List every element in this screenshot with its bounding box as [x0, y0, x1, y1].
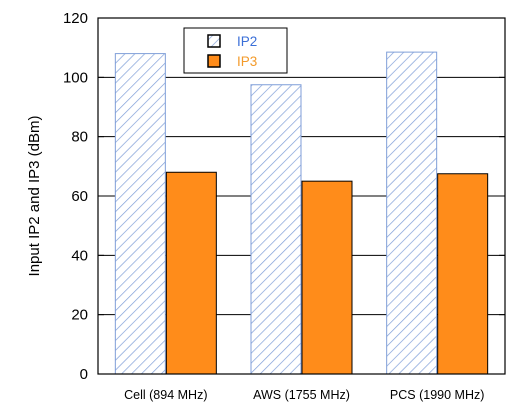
legend-label-ip3: IP3: [237, 54, 257, 69]
bar-ip2-2: [386, 51, 438, 375]
legend-swatch-ip2: [207, 34, 221, 48]
bar-ip3-2: [437, 173, 489, 375]
y-tick-label: 100: [63, 69, 88, 86]
x-axis-categories: Cell (894 MHz) AWS (1755 MHz) PCS (1990 MH…: [124, 388, 484, 402]
legend-swatch-ip3: [207, 54, 221, 68]
x-category-label: PCS (1990 MHz): [390, 388, 484, 402]
legend-label-ip2: IP2: [237, 34, 257, 49]
y-tick-label: 40: [71, 247, 88, 264]
y-tick-label: 0: [80, 366, 88, 383]
bar-ip3-1: [301, 180, 353, 375]
y-tick-label: 20: [71, 307, 88, 324]
x-category-label: Cell (894 MHz): [124, 388, 207, 402]
y-axis-ticks: 0 20 40 60 80 100 120: [63, 10, 505, 383]
bar-ip2-0: [114, 53, 166, 375]
legend-box: [183, 27, 288, 74]
x-category-label: AWS (1755 MHz): [253, 388, 350, 402]
y-tick-label: 80: [71, 129, 88, 146]
y-tick-label: 60: [71, 188, 88, 205]
bar-ip2-1: [250, 84, 302, 375]
y-tick-label: 120: [63, 10, 88, 27]
bar-ip3-0: [165, 171, 217, 375]
y-axis-label: Input IP2 and IP3 (dBm): [26, 116, 43, 277]
bars: [114, 51, 489, 375]
